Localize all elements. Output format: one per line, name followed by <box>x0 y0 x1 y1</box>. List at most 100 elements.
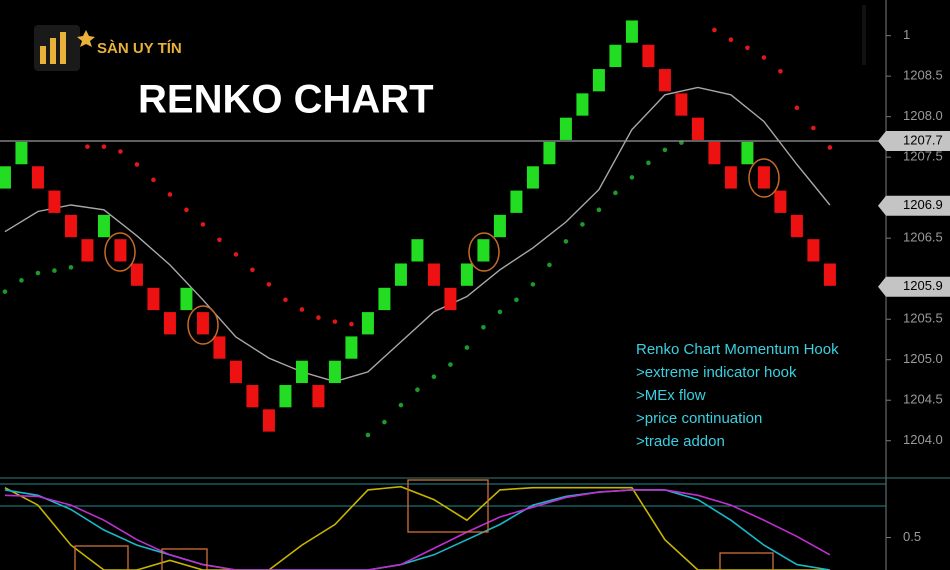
sar-dot <box>794 105 800 111</box>
renko-brick <box>15 141 28 165</box>
sar-dot <box>118 149 123 154</box>
hook-circle <box>468 232 500 272</box>
sar-dot <box>134 162 140 167</box>
renko-brick <box>0 166 11 189</box>
y-tick-label: 1204.5 <box>903 392 943 407</box>
sar-dot <box>316 315 321 320</box>
renko-brick <box>592 69 605 92</box>
renko-brick <box>295 360 308 384</box>
sar-dot <box>464 345 470 350</box>
sar-dot <box>629 175 635 180</box>
renko-brick <box>790 214 803 238</box>
sar-dot <box>52 268 57 273</box>
renko-brick <box>741 141 754 165</box>
osc-line <box>4 489 831 570</box>
osc-box <box>407 479 489 533</box>
sar-dot <box>646 160 651 166</box>
sar-dot <box>481 325 486 330</box>
sar-dot <box>761 55 767 60</box>
price-label-box <box>878 195 950 216</box>
y-tick-label: 0.5 <box>903 529 921 544</box>
renko-brick <box>691 117 704 140</box>
y-tick-label: 1205.5 <box>903 311 943 326</box>
renko-brick <box>246 385 259 408</box>
osc-box <box>161 548 208 570</box>
sar-dot <box>2 289 8 294</box>
renko-brick <box>180 287 193 311</box>
y-tick-label: 1208.5 <box>903 68 943 83</box>
renko-brick <box>361 312 374 335</box>
renko-brick <box>625 20 638 43</box>
renko-brick <box>526 166 539 189</box>
renko-brick <box>724 166 737 189</box>
annotation-line: >MEx flow <box>636 387 706 404</box>
renko-brick <box>130 263 143 286</box>
renko-brick <box>675 93 688 116</box>
osc-boxes <box>74 479 774 570</box>
annotation-line: >price continuation <box>636 410 762 427</box>
sar-dot <box>778 68 783 74</box>
sar-dot <box>382 419 387 425</box>
moving-average <box>4 86 831 383</box>
sar-dot <box>613 190 618 196</box>
renko-brick <box>493 214 506 238</box>
renko-brick <box>196 312 209 335</box>
price-label: 1206.9 <box>903 197 943 212</box>
sar-dot <box>283 297 288 303</box>
sar-dot <box>85 144 90 149</box>
sar-dot <box>547 262 552 268</box>
renko-brick <box>31 166 44 189</box>
annotation-line: >trade addon <box>636 433 725 450</box>
annotation: Renko Chart Momentum Hook >extreme indic… <box>636 341 839 450</box>
y-tick-label: 1206.5 <box>903 230 943 245</box>
renko-brick <box>394 263 407 286</box>
hook-circle <box>187 305 219 345</box>
renko-brick <box>823 263 836 286</box>
sar-dot <box>332 319 338 324</box>
annotation-line: >extreme indicator hook <box>636 364 797 381</box>
renko-brick <box>48 190 61 213</box>
renko-brick <box>708 141 721 165</box>
logo-bar <box>50 38 56 64</box>
main-panel: 1 1208.5 1208.0 1207.5 1206.5 1205.5 1205.0 120… <box>0 20 950 447</box>
y-tick-label: 1204.0 <box>903 432 943 447</box>
sar-dot <box>827 145 833 150</box>
sar-dot <box>811 125 816 131</box>
logo-star <box>77 30 95 47</box>
renko-brick <box>114 239 127 262</box>
renko-brick <box>460 263 473 286</box>
renko-brick <box>510 190 523 213</box>
sar-dot <box>299 307 305 312</box>
sar-dot <box>68 265 74 270</box>
y-tick-label: 1205.0 <box>903 351 943 366</box>
hook-circles <box>104 158 780 345</box>
renko-brick <box>97 214 110 238</box>
renko-brick <box>64 214 77 238</box>
renko-brick <box>147 287 160 311</box>
sar-dot <box>167 192 173 197</box>
osc-box <box>74 545 129 570</box>
sar-dot <box>217 237 222 243</box>
sar-dot <box>349 321 354 327</box>
osc-line <box>4 485 830 570</box>
renko-brick <box>411 239 424 262</box>
renko-brick <box>427 263 440 286</box>
renko-brick <box>444 287 457 311</box>
renko-brick <box>543 141 556 165</box>
sar-dot <box>19 278 24 283</box>
hook-circle <box>104 232 136 272</box>
renko-brick <box>279 385 292 408</box>
sar-dot <box>530 282 536 287</box>
scroll-strip <box>862 5 866 65</box>
renko-brick <box>328 360 341 384</box>
sar-dot <box>431 374 437 380</box>
renko-brick <box>609 44 622 68</box>
renko-brick <box>642 44 655 68</box>
sar-dot <box>712 27 717 33</box>
sar-dot <box>448 362 453 367</box>
sar-dot <box>266 282 272 287</box>
logo-text: SÀN UY TÍN <box>97 40 182 57</box>
renko-brick <box>345 336 358 359</box>
